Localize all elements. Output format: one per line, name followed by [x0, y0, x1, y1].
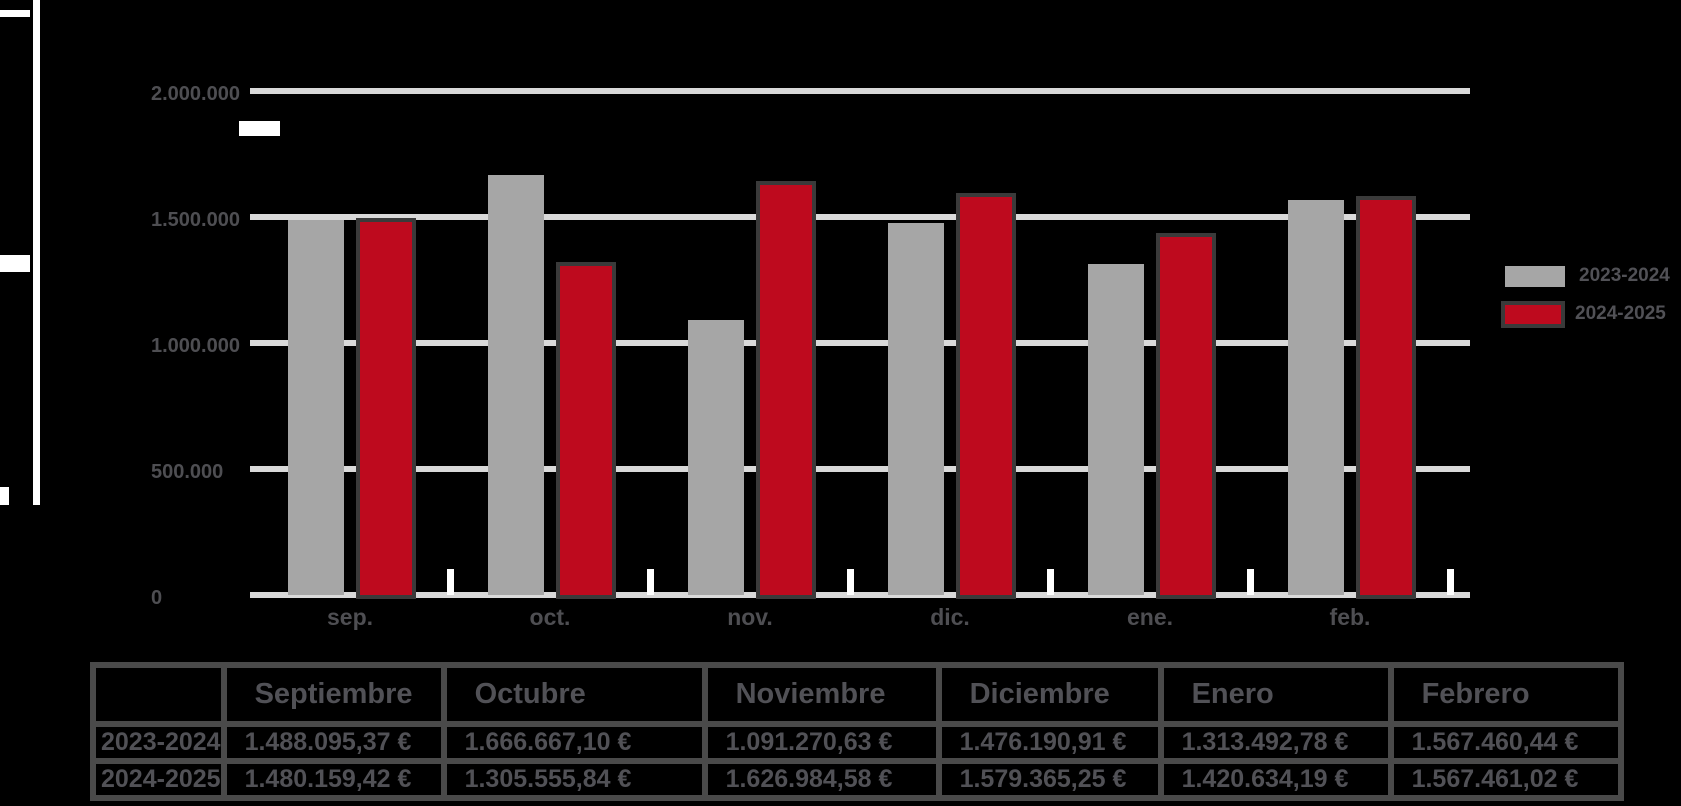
x-axis-label: nov.	[727, 604, 773, 630]
x-axis-label: dic.	[930, 604, 970, 630]
y-tick-label: 500.000	[151, 461, 224, 483]
legend-swatch-gray	[1505, 265, 1565, 287]
legend-swatch-red	[1505, 304, 1561, 324]
bar-2024-2025-nov.	[760, 185, 812, 595]
axis-artifact-plot-corner	[239, 121, 280, 136]
table-header-cell: Enero	[1157, 662, 1394, 727]
table-row-label: 2024-2025	[90, 758, 227, 801]
table-row-label: 2023-2024	[90, 721, 227, 764]
table-header-cell: Octubre	[440, 662, 708, 727]
y-tick-label: 1.000.000	[151, 335, 240, 357]
monthly-values-table: Septiembre Octubre Noviembre Diciembre Enero…	[90, 662, 1624, 801]
bar-2023-2024-oct.	[488, 175, 544, 595]
table-value-cell: 1.305.555,84 €	[440, 758, 708, 801]
axis-artifact-mid-left	[0, 255, 30, 272]
bar-2023-2024-dic.	[888, 223, 944, 595]
table-header-row: Septiembre Octubre Noviembre Diciembre Enero…	[90, 662, 1624, 727]
bar-2024-2025-oct.	[560, 266, 612, 595]
y-tick-label: 0	[151, 587, 163, 609]
x-axis-tick	[1447, 569, 1454, 595]
x-axis-label: sep.	[326, 604, 374, 630]
table-header-cell	[90, 662, 227, 727]
bar-2024-2025-feb.	[1360, 200, 1412, 595]
x-axis-label: feb.	[1329, 604, 1371, 630]
legend-label-previous: 2023-2024	[1579, 265, 1670, 286]
table-value-cell: 1.480.159,42 €	[220, 758, 447, 801]
table-header-cell: Febrero	[1387, 662, 1624, 727]
table-value-cell: 1.666.667,10 €	[440, 721, 708, 764]
gridline	[250, 340, 1470, 346]
bar-2024-2025-dic.	[960, 197, 1012, 595]
table-value-cell: 1.476.190,91 €	[935, 721, 1164, 764]
legend-entry-previous: 2023-2024	[1505, 265, 1670, 287]
bar-2023-2024-ene.	[1088, 264, 1144, 595]
x-axis-label: ene.	[1126, 604, 1174, 630]
table-value-cell: 1.567.460,44 €	[1387, 721, 1624, 764]
bar-2023-2024-feb.	[1288, 200, 1344, 595]
x-axis-tick	[1247, 569, 1254, 595]
table-header-cell: Noviembre	[701, 662, 942, 727]
x-axis-tick	[1047, 569, 1054, 595]
y-tick-label: 2.000.000	[151, 83, 240, 105]
axis-artifact-bottom-left	[0, 487, 9, 505]
chart-legend: 2023-2024 2024-2025	[1505, 265, 1670, 341]
vertical-axis-line	[33, 0, 40, 505]
x-axis-label: oct.	[529, 604, 571, 630]
x-axis-tick	[847, 569, 854, 595]
gridline	[250, 88, 1470, 94]
table-value-cell: 1.420.634,19 €	[1157, 758, 1394, 801]
legend-label-current: 2024-2025	[1575, 303, 1666, 324]
x-axis-tick	[447, 569, 454, 595]
bar-2024-2025-sep.	[360, 222, 412, 595]
table-value-cell: 1.488.095,37 €	[220, 721, 447, 764]
bar-2023-2024-nov.	[688, 320, 744, 595]
gridline	[250, 466, 1470, 472]
gridline	[250, 214, 1470, 220]
table-value-cell: 1.313.492,78 €	[1157, 721, 1394, 764]
table-row: 2023-2024 1.488.095,37 €1.666.667,10 €1.0…	[90, 721, 1624, 764]
gridline	[250, 592, 1470, 598]
table-header-cell: Diciembre	[935, 662, 1164, 727]
legend-entry-current: 2024-2025	[1505, 303, 1670, 325]
table-row: 2024-2025 1.480.159,42 €1.305.555,84 €1.6…	[90, 758, 1624, 801]
table-header-cell: Septiembre	[220, 662, 447, 727]
axis-artifact-top-left	[0, 10, 30, 17]
table-value-cell: 1.091.270,63 €	[701, 721, 942, 764]
table-value-cell: 1.579.365,25 €	[935, 758, 1164, 801]
bar-2023-2024-sep.	[288, 220, 344, 595]
y-tick-label: 1.500.000	[151, 209, 240, 231]
x-axis-tick	[647, 569, 654, 595]
bar-2024-2025-ene.	[1160, 237, 1212, 595]
table-value-cell: 1.567.461,02 €	[1387, 758, 1624, 801]
table-value-cell: 1.626.984,58 €	[701, 758, 942, 801]
